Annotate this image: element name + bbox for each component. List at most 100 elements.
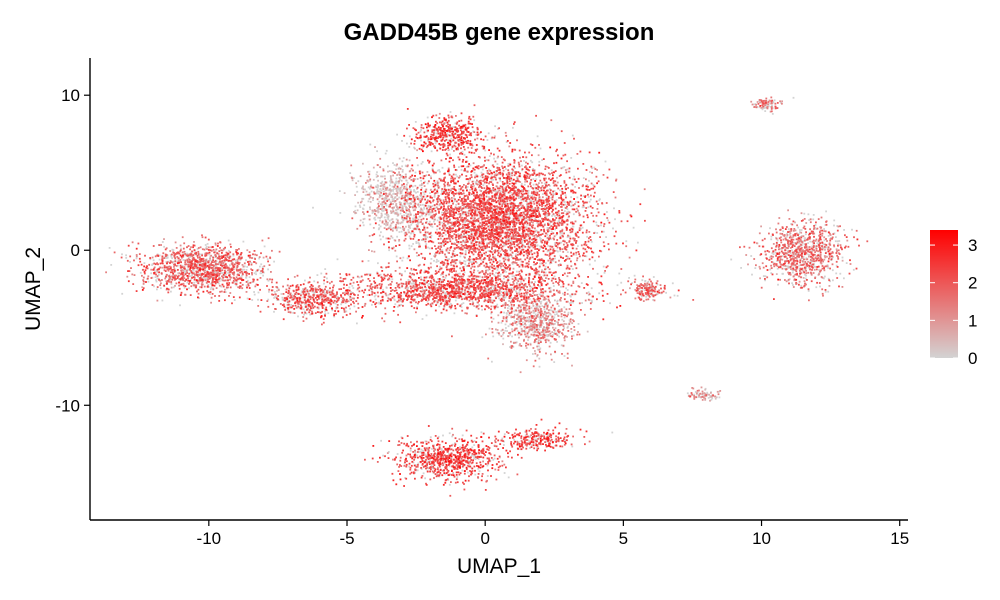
- data-point: [520, 184, 523, 186]
- data-point: [581, 206, 584, 209]
- data-point: [493, 174, 496, 177]
- data-point: [232, 268, 235, 271]
- data-point: [393, 299, 396, 302]
- data-point: [377, 179, 379, 182]
- data-point: [394, 196, 396, 199]
- data-point: [651, 291, 654, 294]
- data-point: [554, 329, 556, 332]
- data-point: [186, 258, 189, 261]
- data-point: [538, 174, 541, 176]
- data-point: [782, 238, 785, 241]
- data-point: [382, 168, 385, 170]
- data-point: [503, 191, 506, 194]
- data-point: [379, 190, 381, 193]
- data-point: [478, 224, 481, 227]
- data-point: [535, 188, 538, 191]
- data-point: [779, 278, 781, 281]
- data-point: [410, 206, 413, 208]
- data-point: [435, 261, 438, 263]
- data-point: [425, 196, 428, 198]
- data-point: [769, 106, 772, 108]
- data-point: [837, 252, 840, 254]
- data-point: [443, 123, 445, 125]
- data-point: [170, 290, 172, 293]
- data-point: [802, 249, 804, 252]
- data-point: [546, 213, 548, 215]
- data-point: [525, 320, 528, 323]
- data-point: [504, 303, 507, 305]
- data-point: [381, 209, 383, 212]
- data-point: [391, 236, 394, 239]
- data-point: [781, 267, 784, 270]
- data-point: [565, 308, 568, 311]
- data-point: [388, 237, 391, 240]
- data-point: [548, 319, 550, 322]
- data-point: [253, 293, 256, 296]
- data-point: [776, 265, 779, 268]
- data-point: [521, 321, 524, 324]
- data-point: [396, 284, 399, 286]
- data-point: [363, 217, 366, 220]
- data-point: [710, 395, 713, 398]
- data-point: [557, 329, 560, 331]
- data-point: [401, 170, 404, 173]
- data-point: [411, 185, 414, 188]
- data-point: [390, 196, 393, 198]
- data-point: [420, 295, 423, 298]
- data-point: [466, 259, 469, 262]
- data-point: [522, 323, 524, 326]
- data-point: [529, 328, 532, 331]
- data-point: [387, 227, 390, 230]
- data-point: [528, 316, 531, 318]
- data-point: [492, 230, 495, 233]
- data-point: [539, 245, 541, 248]
- data-point: [372, 199, 374, 201]
- data-point: [430, 266, 432, 269]
- data-point: [395, 182, 397, 185]
- data-point: [531, 328, 534, 331]
- data-point: [805, 272, 808, 275]
- data-point: [183, 270, 186, 272]
- data-point: [556, 299, 559, 302]
- data-point: [376, 175, 379, 177]
- data-point: [704, 399, 707, 401]
- data-point: [794, 242, 797, 244]
- data-point: [158, 258, 161, 261]
- data-point: [640, 295, 643, 298]
- data-point: [415, 464, 418, 467]
- data-point: [527, 235, 530, 238]
- data-point: [288, 291, 290, 294]
- data-point: [430, 258, 433, 260]
- data-point: [139, 271, 142, 274]
- data-point: [584, 299, 587, 302]
- data-point: [398, 266, 401, 269]
- data-point: [440, 237, 442, 240]
- data-point: [371, 209, 374, 212]
- data-point: [798, 275, 801, 278]
- data-point: [458, 260, 461, 263]
- data-point: [390, 211, 393, 214]
- data-point: [522, 239, 525, 241]
- data-point: [408, 208, 410, 211]
- data-point: [536, 208, 539, 210]
- data-point: [479, 132, 482, 134]
- data-point: [507, 335, 510, 338]
- data-point: [819, 229, 822, 232]
- data-point: [536, 305, 539, 308]
- data-point: [147, 275, 150, 278]
- data-point: [745, 254, 748, 256]
- data-point: [258, 257, 260, 260]
- data-point: [640, 292, 643, 294]
- data-point: [644, 280, 646, 283]
- data-point: [612, 227, 614, 230]
- data-point: [537, 339, 540, 342]
- data-point: [567, 311, 570, 314]
- data-point: [378, 227, 381, 230]
- data-point: [807, 260, 809, 263]
- data-point: [552, 192, 555, 195]
- data-point: [814, 224, 817, 226]
- data-point: [649, 285, 651, 287]
- data-point: [549, 262, 551, 265]
- data-point: [444, 298, 447, 301]
- data-point: [147, 280, 150, 283]
